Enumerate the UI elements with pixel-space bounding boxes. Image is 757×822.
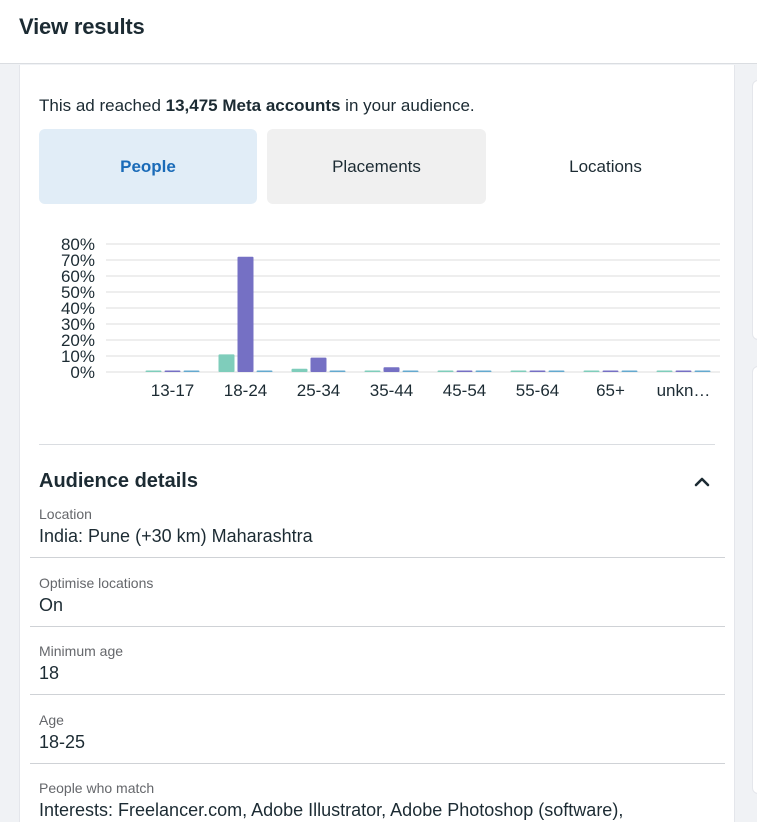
x-tick-label: 55-64 [516,381,559,400]
detail-value: Interests: Freelancer.com, Adobe Illustr… [39,800,624,820]
bar [675,370,692,372]
bar [548,370,565,372]
detail-label: Location [39,506,92,522]
detail-divider [30,763,725,764]
y-tick-label: 50% [61,283,95,302]
y-tick-label: 30% [61,315,95,334]
tab-placements[interactable]: Placements [267,129,486,204]
detail-divider [30,557,725,558]
tab-people[interactable]: People [39,129,257,204]
detail-value: 18 [39,663,60,683]
bar [310,357,327,372]
detail-label: Minimum age [39,643,124,659]
y-tick-label: 0% [70,363,95,382]
detail-label: Optimise locations [39,575,154,591]
bar [529,370,546,372]
y-tick-label: 60% [61,267,95,286]
bar [237,256,254,372]
y-tick-label: 80% [61,235,95,254]
bar [291,368,308,372]
bar [621,370,638,372]
bar [437,370,454,372]
detail-label: Age [39,712,64,728]
x-tick-label: 18-24 [224,381,267,400]
tab-locations[interactable]: Locations [569,156,642,176]
x-tick-label: 45-54 [443,381,486,400]
right-gutter [735,65,757,822]
bar [402,370,419,372]
section-divider [39,444,715,445]
left-gutter [0,65,19,822]
bar [145,370,162,372]
bar [364,370,381,372]
x-tick-label: 13-17 [151,381,194,400]
age-breakdown-chart: 0%10%20%30%40%50%60%70%80% 13-17 18-24 25-3… [61,235,720,400]
y-tick-label: 70% [61,251,95,270]
reach-count: 13,475 Meta accounts [165,96,341,115]
detail-divider [30,694,725,695]
y-tick-label: 10% [61,347,95,366]
y-tick-label: 40% [61,299,95,318]
x-tick-label: 65+ [596,381,625,400]
adjacent-card [752,366,757,794]
reach-summary: This ad reached 13,475 Meta accounts in … [39,96,475,116]
bar [694,370,711,372]
bar [383,367,400,372]
bar [183,370,200,372]
x-tick-label: 35-44 [370,381,413,400]
adjacent-card [752,80,757,340]
bar [218,354,235,372]
detail-divider [30,626,725,627]
bar [329,370,346,372]
bar [602,370,619,372]
page-header: View results [0,0,757,64]
x-tick-label: unkn… [657,381,711,400]
reach-suffix: in your audience. [340,96,475,115]
bar [475,370,492,372]
page-title: View results [19,14,145,39]
bar [256,370,273,372]
audience-details-heading: Audience details [39,470,198,492]
y-tick-label: 20% [61,331,95,350]
detail-value: On [39,595,64,615]
results-panel: This ad reached 13,475 Meta accounts in … [19,65,735,822]
bar [510,370,527,372]
detail-value: 18-25 [39,732,86,752]
bar [583,370,600,372]
reach-prefix: This ad reached [39,96,166,115]
chevron-up-icon[interactable] [692,472,712,492]
x-tick-label: 25-34 [297,381,340,400]
bar [456,370,473,372]
bar [164,370,181,372]
detail-value: India: Pune (+30 km) Maharashtra [39,526,313,546]
bar [656,370,673,372]
detail-label: People who match [39,780,155,796]
